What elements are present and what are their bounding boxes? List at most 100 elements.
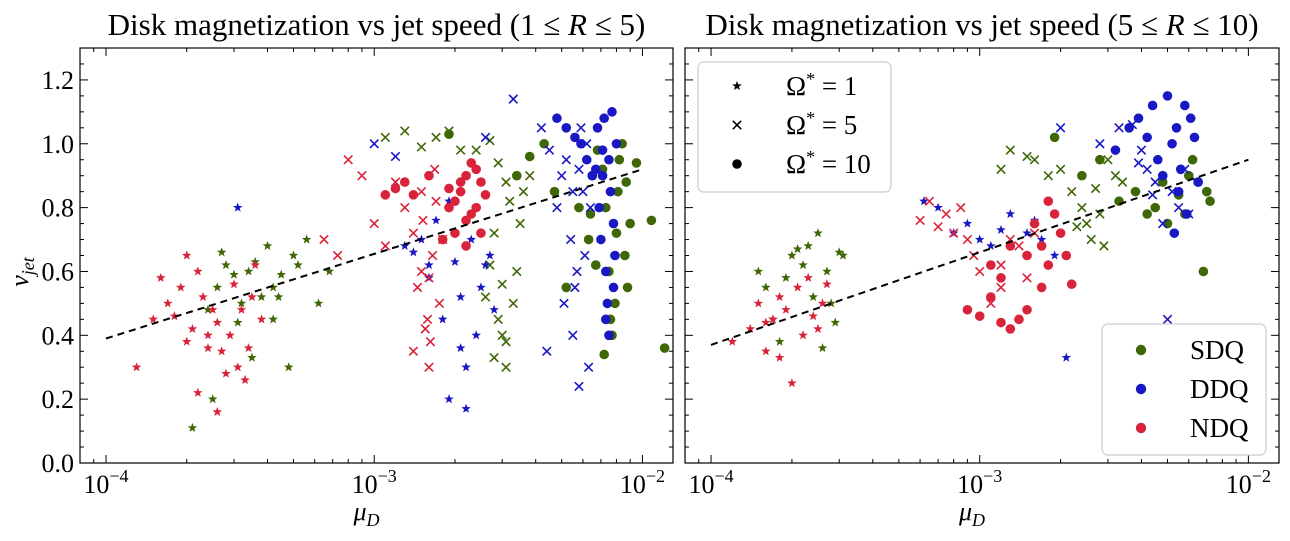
data-point	[380, 190, 391, 200]
data-point	[1175, 164, 1186, 175]
data-point	[1173, 202, 1184, 213]
chart-title: Disk magnetization vs jet speed (1 ≤ R ≤…	[108, 7, 646, 42]
series-ddq-x	[1055, 119, 1194, 325]
data-point	[181, 336, 192, 346]
data-point	[301, 234, 312, 244]
data-point	[583, 362, 594, 372]
series-sdq-star	[753, 228, 848, 353]
data-point	[455, 177, 466, 187]
data-point	[276, 269, 286, 279]
y-tick-label: 0.6	[42, 257, 75, 286]
data-point	[781, 304, 791, 314]
data-point	[256, 314, 267, 324]
data-point	[570, 282, 580, 293]
data-point	[808, 311, 818, 321]
data-point	[515, 218, 525, 229]
data-point	[572, 266, 582, 277]
data-point	[813, 228, 823, 238]
data-point	[324, 266, 335, 276]
data-point	[792, 282, 803, 292]
data-point	[941, 209, 951, 219]
legend-marker-x	[732, 120, 742, 130]
y-tick-label: 0.2	[42, 385, 75, 414]
data-point	[1014, 314, 1024, 325]
data-point	[600, 202, 611, 213]
data-point	[834, 247, 844, 257]
data-point	[216, 247, 227, 257]
data-point	[1081, 218, 1092, 229]
data-point	[1095, 139, 1105, 149]
data-point	[489, 352, 499, 363]
data-point	[444, 394, 454, 404]
data-point	[604, 154, 614, 165]
data-point	[450, 196, 460, 207]
data-point	[424, 273, 434, 283]
data-point	[611, 138, 622, 149]
data-point	[1066, 279, 1077, 290]
data-point	[600, 314, 611, 325]
data-point	[1072, 222, 1082, 232]
data-point	[590, 164, 601, 175]
data-point	[590, 260, 601, 270]
data-point	[1162, 314, 1173, 325]
data-point	[1022, 151, 1032, 162]
data-point	[207, 304, 218, 314]
data-point	[455, 292, 466, 302]
data-point	[504, 196, 515, 206]
series-ddq-star	[919, 196, 1072, 362]
data-point	[480, 260, 491, 270]
data-point	[620, 250, 630, 261]
data-point	[380, 241, 391, 251]
data-point	[497, 279, 507, 289]
data-point	[471, 330, 481, 340]
data-point	[1099, 241, 1109, 251]
data-point	[608, 218, 619, 229]
data-point	[1157, 170, 1168, 181]
x-axis-label: μD	[352, 497, 379, 530]
data-point	[610, 298, 620, 309]
data-point	[485, 135, 495, 146]
legend-label: Ω* = 1	[786, 69, 857, 101]
data-point	[962, 304, 973, 315]
data-point	[774, 352, 785, 362]
data-point	[803, 272, 813, 282]
series-ddq-dot	[1110, 91, 1203, 238]
series-ndq-dot	[380, 158, 491, 251]
data-point	[1055, 164, 1066, 175]
data-point	[798, 260, 808, 270]
data-point	[1049, 132, 1060, 143]
data-point	[570, 132, 580, 143]
data-point	[431, 196, 441, 206]
data-point	[585, 202, 596, 213]
data-point	[425, 336, 436, 347]
data-point	[408, 346, 419, 357]
data-point	[1014, 241, 1024, 251]
data-point	[424, 170, 434, 181]
data-point	[268, 282, 278, 292]
data-point	[1077, 202, 1087, 213]
data-point	[787, 378, 797, 388]
y-tick-label: 1.2	[42, 66, 75, 95]
data-point	[599, 113, 609, 124]
data-point	[574, 202, 584, 213]
data-point	[838, 250, 848, 260]
data-point	[455, 343, 466, 353]
series-ddq-x	[369, 94, 596, 392]
data-point	[568, 186, 578, 197]
data-point	[1142, 209, 1152, 219]
data-point	[343, 154, 353, 165]
data-point	[512, 266, 522, 277]
data-point	[418, 215, 428, 226]
data-point	[1061, 250, 1072, 261]
data-point	[1005, 145, 1016, 155]
data-point	[996, 224, 1006, 235]
data-point	[1187, 154, 1198, 165]
data-point	[131, 362, 142, 372]
data-point	[803, 240, 813, 250]
x-tick-label: 10−4	[83, 466, 128, 499]
data-point	[212, 406, 223, 416]
data-point	[602, 298, 613, 309]
data-point	[561, 282, 572, 293]
data-point	[1162, 218, 1173, 229]
